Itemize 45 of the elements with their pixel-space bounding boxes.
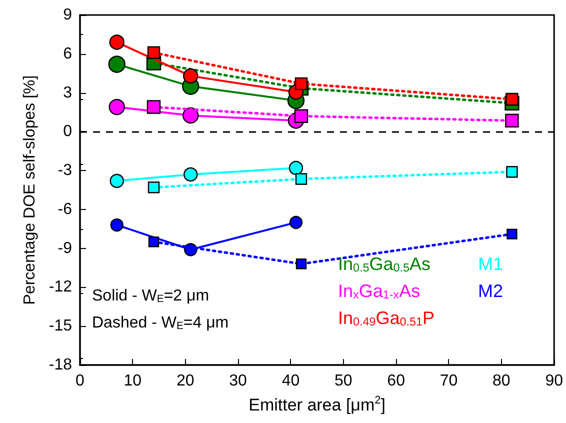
point [148, 236, 160, 248]
y-tick-label: -15 [48, 318, 72, 335]
point [184, 167, 198, 182]
y-tick-label: -12 [48, 278, 72, 296]
point [289, 216, 303, 230]
y-tick-label: -3 [58, 162, 72, 180]
x-tick-label: 10 [124, 372, 142, 390]
point [295, 173, 308, 185]
x-tick-label: 80 [492, 372, 510, 390]
point [109, 34, 124, 50]
y-tick-label: -18 [48, 356, 72, 374]
x-tick-label: 0 [76, 372, 85, 390]
point [108, 56, 126, 73]
y-tick-label: -6 [58, 200, 72, 218]
point [288, 160, 304, 176]
point [506, 92, 518, 106]
point [294, 77, 308, 90]
y-tick-label: 6 [63, 45, 72, 62]
point [147, 46, 160, 59]
y-tick-label: 0 [63, 123, 72, 140]
point [110, 218, 124, 232]
y-tick-label: -9 [58, 240, 72, 257]
point [505, 114, 519, 128]
y-axis-title: Percentage DOE self-slopes [%] [21, 75, 38, 305]
x-tick-label: 60 [387, 372, 406, 390]
point [148, 182, 160, 194]
point [506, 166, 518, 178]
y-tick-label: 3 [63, 84, 72, 102]
point [183, 68, 198, 84]
text: M1 [478, 254, 504, 274]
point [296, 258, 307, 270]
point [182, 107, 199, 124]
x-tick-label: 50 [334, 372, 352, 390]
x-tick-label: 40 [282, 372, 300, 390]
point [108, 98, 125, 116]
point [146, 100, 161, 114]
point [506, 228, 518, 240]
point [110, 174, 124, 188]
x-tick-label: 90 [545, 372, 564, 390]
point [294, 109, 308, 123]
x-tick-label: 30 [229, 372, 248, 390]
x-tick-label: 20 [176, 372, 194, 390]
text: M2 [478, 281, 504, 301]
y-tick-label: 9 [63, 6, 72, 24]
x-tick-label: 70 [440, 372, 458, 390]
